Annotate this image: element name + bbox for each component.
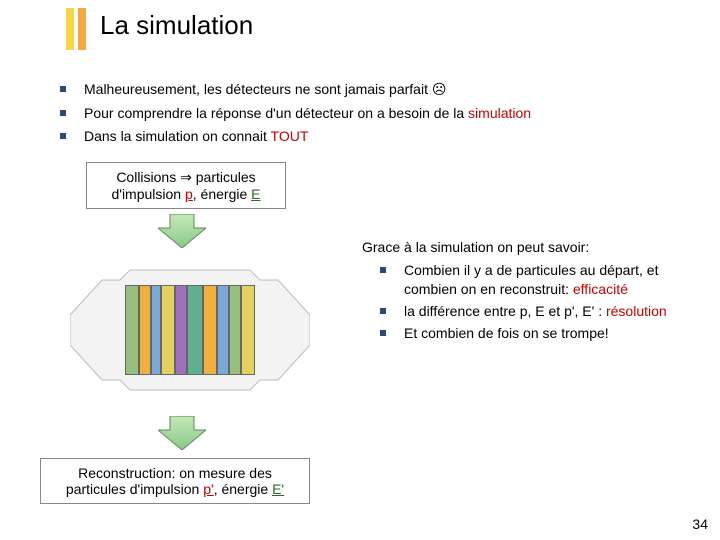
detector-core [125,285,255,375]
detector-layer [203,285,217,375]
accent-bar-1 [66,8,74,50]
bullet-marker [60,133,66,139]
bullet-marker [60,110,66,116]
reconstruction-box: Reconstruction: on mesure des particules… [40,458,310,504]
detector-layer [161,285,175,375]
down-arrow-1 [158,214,206,248]
box1-line1: Collisions ⇒ particules [97,169,275,186]
box2-line2: particules d'impulsion p', énergie E' [51,481,299,497]
right-bullet: la différence entre p, E et p', E' : rés… [380,302,700,322]
collisions-box: Collisions ⇒ particules d'impulsion p, é… [86,162,286,209]
right-bullet: Combien il y a de particules au départ, … [380,261,700,300]
slide-title: La simulation [100,10,253,41]
detector-layer [139,285,151,375]
detector-diagram [70,260,310,400]
bullet-2: Pour comprendre la réponse d'un détecteu… [60,104,700,124]
bullet-3: Dans la simulation on connait TOUT [60,127,700,147]
right-info: Grace à la simulation on peut savoir: Co… [362,238,700,345]
detector-layer [241,285,255,375]
detector-layer [125,285,139,375]
bullet-marker [380,308,386,314]
right-bullet-text: Combien il y a de particules au départ, … [404,261,700,300]
detector-layer [217,285,229,375]
bullet-1: Malheureusement, les détecteurs ne sont … [60,80,700,100]
bullet-marker [380,267,386,273]
right-bullet-text: la différence entre p, E et p', E' : rés… [404,302,667,322]
bullet-marker [380,330,386,336]
bullet-marker [60,86,66,92]
bullet-text: Dans la simulation on connait TOUT [84,127,308,147]
page-number: 34 [692,516,708,532]
detector-layer [175,285,187,375]
bullet-text: Pour comprendre la réponse d'un détecteu… [84,104,531,124]
top-bullets: Malheureusement, les détecteurs ne sont … [60,80,700,151]
right-bullet: Et combien de fois on se trompe! [380,324,700,344]
detector-layer [187,285,203,375]
box2-line1: Reconstruction: on mesure des [51,465,299,481]
down-arrow-2 [158,416,206,450]
right-bullets: Combien il y a de particules au départ, … [362,261,700,343]
detector-layer [151,285,161,375]
right-bullet-text: Et combien de fois on se trompe! [404,324,609,344]
accent-bar-2 [78,8,86,50]
bullet-text: Malheureusement, les détecteurs ne sont … [84,80,446,100]
detector-layer [229,285,241,375]
right-intro: Grace à la simulation on peut savoir: [362,238,700,257]
box1-line2: d'impulsion p, énergie E [97,186,275,202]
